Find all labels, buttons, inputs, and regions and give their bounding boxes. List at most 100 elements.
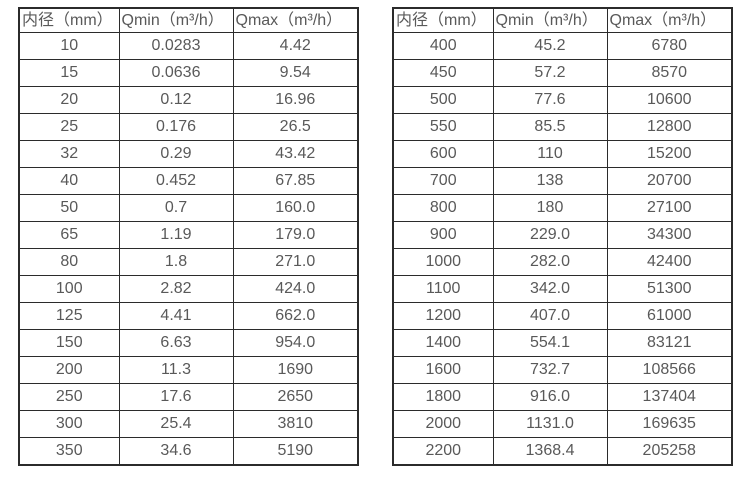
table-cell: 16.96 [232,86,359,114]
table-row: 200 11.3 1690 [18,356,359,384]
table-cell: 67.85 [232,167,359,195]
table-cell: 8570 [606,59,733,87]
table-cell: 27100 [606,194,733,222]
table-cell: 900 [392,221,494,249]
table-cell: 34300 [606,221,733,249]
table-cell: 100 [18,275,120,303]
table-cell: 550 [392,113,494,141]
table-cell: 77.6 [492,86,608,114]
table-row: 15 0.0636 9.54 [18,59,359,87]
table-row: 1000 282.0 42400 [392,248,733,276]
table-cell: 150 [18,329,120,357]
table-row: 100 2.82 424.0 [18,275,359,303]
table-cell: 407.0 [492,302,608,330]
table-cell: 271.0 [232,248,359,276]
table-row: 2200 1368.4 205258 [392,437,733,466]
table-cell: 554.1 [492,329,608,357]
table-cell: 61000 [606,302,733,330]
table-cell: 250 [18,383,120,411]
flow-table-left: 内径（mm） Qmin（m³/h） Qmax（m³/h） 10 0.0283 4.42 15… [18,7,359,466]
table-cell: 0.176 [118,113,234,141]
table-cell: 3810 [232,410,359,438]
table-cell: 1368.4 [492,437,608,466]
table-cell: 20 [18,86,120,114]
table-cell: 424.0 [232,275,359,303]
table-cell: 0.29 [118,140,234,168]
flow-rate-spec-tables: 内径（mm） Qmin（m³/h） Qmax（m³/h） 10 0.0283 4.42 15… [18,7,733,466]
table-cell: 57.2 [492,59,608,87]
table-cell: 6.63 [118,329,234,357]
table-cell: 65 [18,221,120,249]
table-row: 450 57.2 8570 [392,59,733,87]
table-row: 800 180 27100 [392,194,733,222]
table-cell: 42400 [606,248,733,276]
table-cell: 138 [492,167,608,195]
table-cell: 40 [18,167,120,195]
table-cell: 25 [18,113,120,141]
table-cell: 15 [18,59,120,87]
table-row: 400 45.2 6780 [392,32,733,60]
table-cell: 1690 [232,356,359,384]
table-cell: 1100 [392,275,494,303]
table-cell: 10600 [606,86,733,114]
table-row: 20 0.12 16.96 [18,86,359,114]
table-cell: 26.5 [232,113,359,141]
table-row: 350 34.6 5190 [18,437,359,466]
table-cell: 4.41 [118,302,234,330]
table-cell: 1.19 [118,221,234,249]
table-row: 500 77.6 10600 [392,86,733,114]
header-row: 内径（mm） Qmin（m³/h） Qmax（m³/h） [18,7,359,33]
table-cell: 85.5 [492,113,608,141]
table-cell: 110 [492,140,608,168]
table-cell: 179.0 [232,221,359,249]
column-header: Qmin（m³/h） [118,7,234,33]
flow-table-right: 内径（mm） Qmin（m³/h） Qmax（m³/h） 400 45.2 6780 450… [392,7,733,466]
table-row: 32 0.29 43.42 [18,140,359,168]
table-row: 600 110 15200 [392,140,733,168]
table-row: 900 229.0 34300 [392,221,733,249]
table-cell: 20700 [606,167,733,195]
table-cell: 80 [18,248,120,276]
table-cell: 51300 [606,275,733,303]
table-cell: 1200 [392,302,494,330]
column-header: Qmax（m³/h） [232,7,359,33]
table-row: 10 0.0283 4.42 [18,32,359,60]
table-row: 65 1.19 179.0 [18,221,359,249]
table-cell: 916.0 [492,383,608,411]
table-row: 50 0.7 160.0 [18,194,359,222]
table-cell: 32 [18,140,120,168]
table-cell: 0.0283 [118,32,234,60]
table-cell: 160.0 [232,194,359,222]
table-row: 150 6.63 954.0 [18,329,359,357]
table-cell: 11.3 [118,356,234,384]
table-cell: 0.0636 [118,59,234,87]
table-cell: 0.452 [118,167,234,195]
table-cell: 1400 [392,329,494,357]
table-cell: 800 [392,194,494,222]
table-cell: 125 [18,302,120,330]
table-cell: 4.42 [232,32,359,60]
table-cell: 34.6 [118,437,234,466]
table-cell: 137404 [606,383,733,411]
table-cell: 10 [18,32,120,60]
table-cell: 1.8 [118,248,234,276]
table-cell: 450 [392,59,494,87]
table-cell: 2200 [392,437,494,466]
table-cell: 400 [392,32,494,60]
table-cell: 0.12 [118,86,234,114]
table-cell: 954.0 [232,329,359,357]
header-row: 内径（mm） Qmin（m³/h） Qmax（m³/h） [392,7,733,33]
table-cell: 1800 [392,383,494,411]
table-cell: 700 [392,167,494,195]
table-cell: 1000 [392,248,494,276]
table-cell: 2.82 [118,275,234,303]
table-cell: 342.0 [492,275,608,303]
table-cell: 83121 [606,329,733,357]
table-cell: 350 [18,437,120,466]
table-row: 300 25.4 3810 [18,410,359,438]
table-cell: 500 [392,86,494,114]
column-header: 内径（mm） [18,7,120,33]
table-cell: 25.4 [118,410,234,438]
table-cell: 2000 [392,410,494,438]
table-row: 40 0.452 67.85 [18,167,359,195]
